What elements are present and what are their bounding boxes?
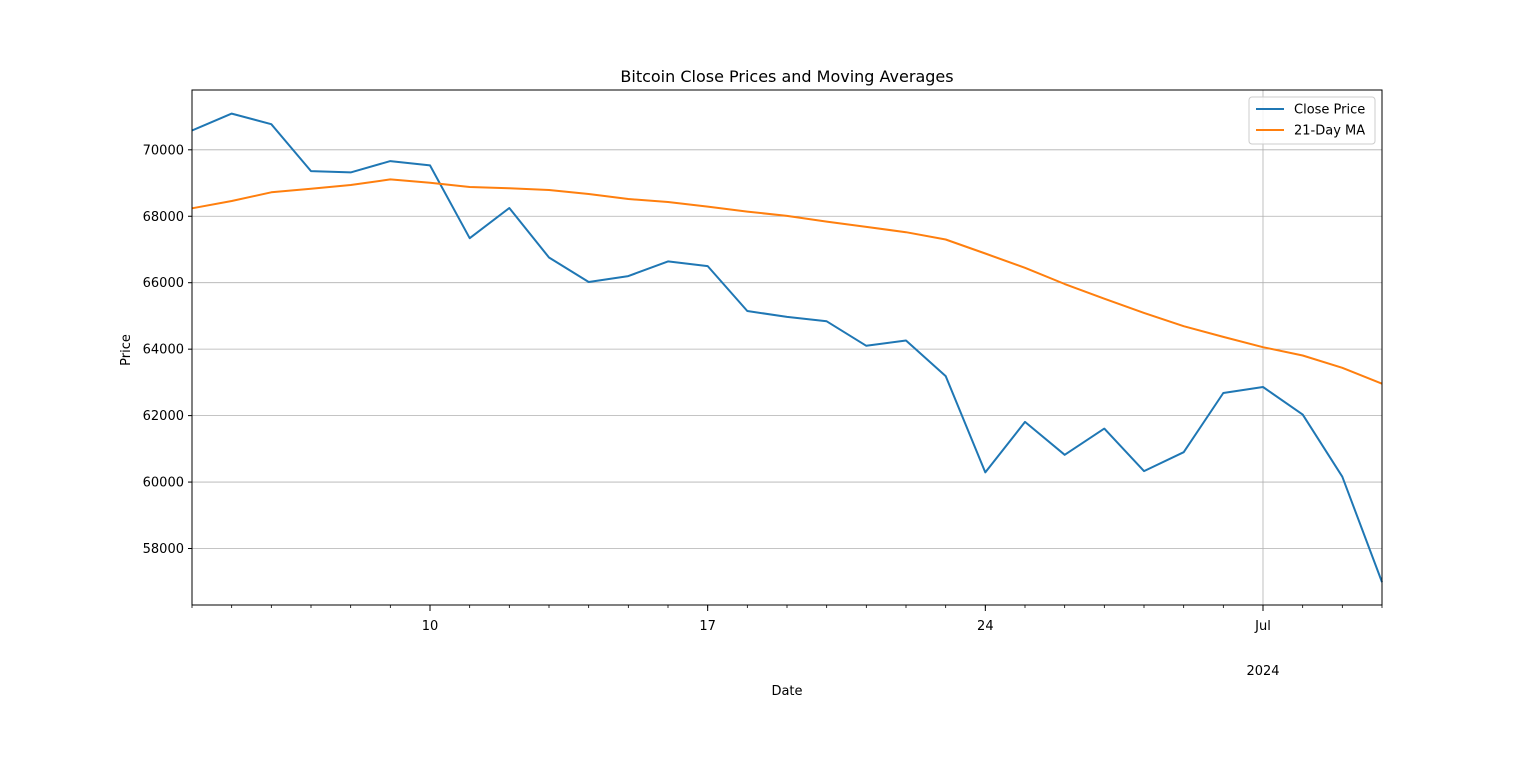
y-axis-label: Price [119,334,134,366]
x-tick-label: 10 [422,619,439,634]
legend: Close Price 21-Day MA [1248,96,1376,145]
legend-label: 21-Day MA [1294,124,1365,139]
x-tick-label: 24 [977,619,994,634]
x-tick-sublabel: 2024 [1246,664,1279,679]
y-tick-label: 60000 [143,476,184,491]
x-axis-label: Date [771,684,802,699]
y-tick-label: 64000 [143,343,184,358]
series-line-21-day-ma [191,178,1383,385]
x-tick-label: Jul [1254,619,1271,634]
y-axis-ticks: 58000 60000 62000 64000 66000 68000 70000 [143,143,192,557]
y-tick-label: 68000 [143,210,184,225]
series-line-close-price [191,112,1383,583]
series-lines [191,112,1383,583]
chart-title: Bitcoin Close Prices and Moving Averages [620,67,953,86]
y-tick-label: 58000 [143,542,184,557]
y-tick-label: 70000 [143,143,184,158]
legend-label: Close Price [1294,103,1365,118]
x-axis-ticks: 10 17 24 Jul 2024 [191,605,1383,679]
y-tick-label: 66000 [143,276,184,291]
y-tick-label: 62000 [143,409,184,424]
x-tick-label: 17 [699,619,716,634]
